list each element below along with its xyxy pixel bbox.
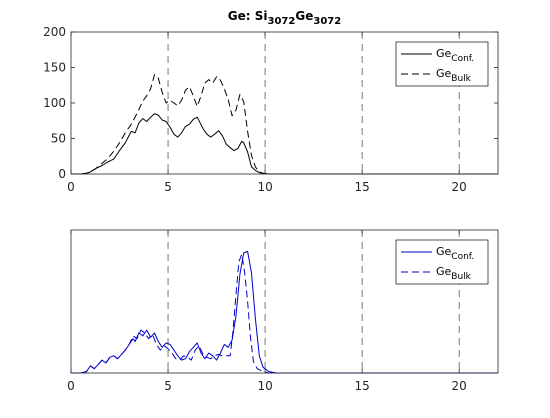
y-tick-label: 0: [58, 167, 66, 181]
chart-title-part: Ge: [295, 9, 313, 23]
legend: GeConf.GeBulk: [395, 41, 489, 87]
x-tick-label: 10: [257, 180, 272, 194]
chart-title-sub: 3072: [268, 16, 296, 27]
axes-box: [70, 229, 499, 374]
legend-label-bulk: GeBulk: [436, 67, 472, 84]
legend-label-bulk-base: Ge: [436, 265, 452, 278]
chart-title: Ge: Si3072Ge3072: [228, 9, 341, 27]
legend-label-conf-sub: Conf.: [451, 252, 474, 262]
legend-label-bulk: GeBulk: [436, 265, 472, 282]
legend-label-bulk-sub: Bulk: [451, 74, 471, 84]
x-tick-label: 20: [452, 379, 467, 393]
legend-label-conf-base: Ge: [436, 245, 452, 258]
series-line-bulk: [71, 253, 498, 374]
legend-label-conf: GeConf.: [436, 47, 474, 64]
legend-box: [395, 41, 489, 87]
y-tick-label: 50: [51, 132, 66, 146]
x-tick-label: 20: [452, 180, 467, 194]
x-tick-label: 5: [164, 379, 172, 393]
y-tick-label: 100: [43, 96, 66, 110]
x-tick-label: 10: [257, 379, 272, 393]
legend-box: [395, 239, 489, 285]
series-line-conf: [71, 113, 498, 175]
x-tick-label: 0: [67, 379, 75, 393]
y-tick-label: 150: [43, 61, 66, 75]
legend-label-conf-sub: Conf.: [451, 54, 474, 64]
series-line-conf: [71, 250, 498, 374]
x-tick-label: 0: [67, 180, 75, 194]
series-line-bulk: [71, 74, 498, 175]
legend-label-bulk-sub: Bulk: [451, 272, 471, 282]
legend-label-conf: GeConf.: [436, 245, 474, 262]
legend: GeConf.GeBulk: [395, 239, 489, 285]
legend-label-bulk-base: Ge: [436, 67, 452, 80]
y-tick-label: 200: [43, 25, 66, 39]
x-tick-label: 15: [354, 180, 369, 194]
chart-title-part: Ge: Si: [228, 9, 268, 23]
chart-title-sub: 3072: [313, 16, 341, 27]
legend-label-conf-base: Ge: [436, 47, 452, 60]
x-tick-label: 5: [164, 180, 172, 194]
x-tick-label: 15: [354, 379, 369, 393]
